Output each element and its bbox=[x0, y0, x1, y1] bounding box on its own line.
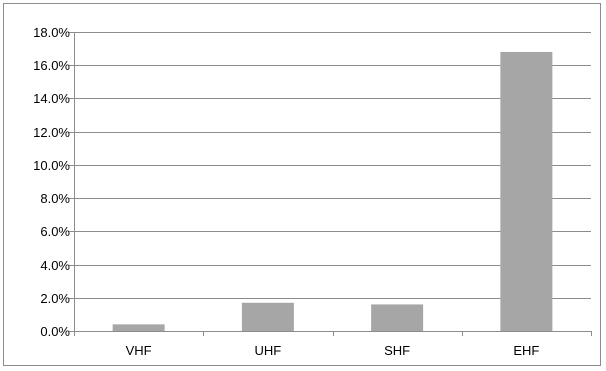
x-tick-labels: VHF UHF SHF EHF bbox=[126, 343, 540, 358]
y-tick-labels: 0.0% 2.0% 4.0% 6.0% 8.0% 10.0% 12.0% 14.0% 16.0%… bbox=[33, 25, 70, 339]
bar-uhf bbox=[241, 302, 294, 331]
y-tick-label: 12.0% bbox=[33, 125, 70, 140]
bar-shf bbox=[371, 304, 424, 331]
axes bbox=[69, 32, 592, 336]
x-tick-label: UHF bbox=[255, 343, 282, 358]
x-tick-label: SHF bbox=[384, 343, 410, 358]
y-tick-label: 0.0% bbox=[40, 324, 70, 339]
bar-vhf bbox=[112, 324, 165, 331]
y-tick-label: 6.0% bbox=[40, 224, 70, 239]
bar-ehf bbox=[500, 51, 553, 331]
x-tick-label: EHF bbox=[513, 343, 539, 358]
y-tick-label: 14.0% bbox=[33, 91, 70, 106]
y-tick-label: 8.0% bbox=[40, 191, 70, 206]
y-tick-label: 10.0% bbox=[33, 158, 70, 173]
y-tick-label: 16.0% bbox=[33, 58, 70, 73]
y-tick-label: 2.0% bbox=[40, 291, 70, 306]
x-tick-label: VHF bbox=[126, 343, 152, 358]
bars bbox=[112, 51, 553, 331]
y-tick-label: 4.0% bbox=[40, 258, 70, 273]
y-tick-label: 18.0% bbox=[33, 25, 70, 40]
